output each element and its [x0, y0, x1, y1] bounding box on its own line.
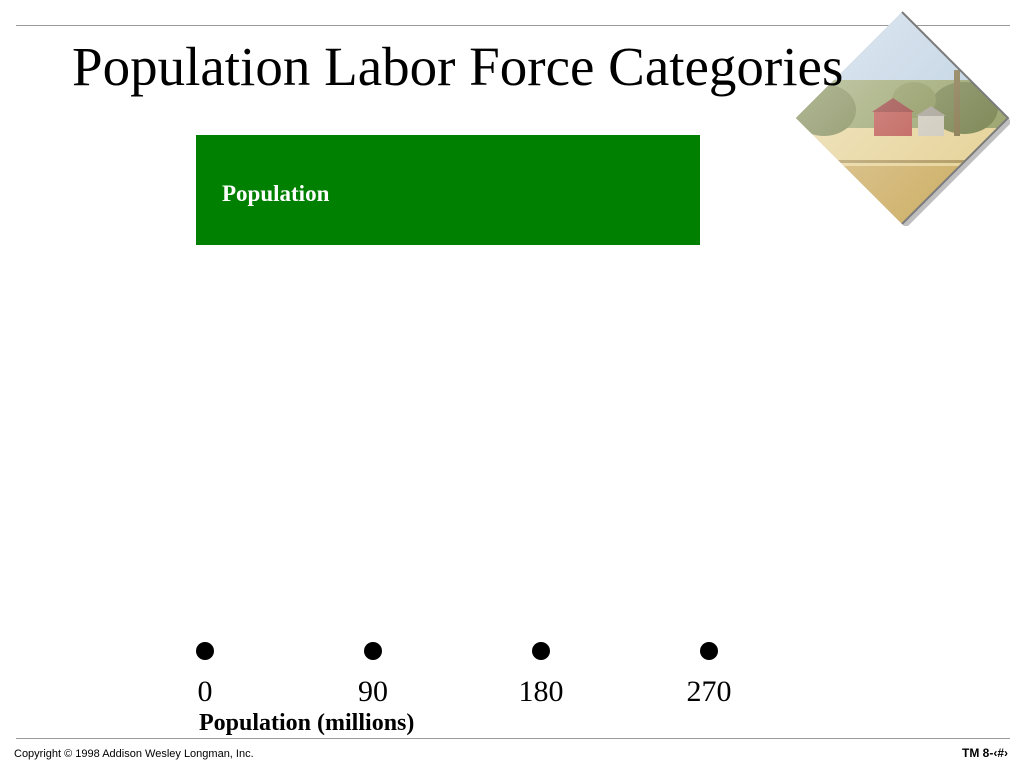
page-number: TM 8-‹#›: [962, 746, 1008, 760]
tick-label: 180: [519, 675, 564, 708]
slide-title: Population Labor Force Categories: [72, 36, 844, 97]
tick-marker: [364, 642, 382, 660]
tick-label: 90: [358, 675, 388, 708]
tick-marker: [700, 642, 718, 660]
tick-label: 0: [198, 675, 213, 708]
bar-label: Population: [222, 181, 330, 206]
bar-labels-group: Population: [222, 181, 330, 206]
tick-label: 270: [687, 675, 732, 708]
bottom-rule: [16, 738, 1010, 739]
bar-population: [196, 135, 700, 245]
tick-marker: [532, 642, 550, 660]
farm-landscape-image: [796, 11, 1010, 226]
copyright-text: Copyright © 1998 Addison Wesley Longman,…: [14, 748, 254, 760]
tick-labels-group: 0 90 180 270: [198, 675, 732, 708]
top-rule: [16, 25, 1010, 26]
tick-markers-group: [196, 642, 718, 660]
tick-marker: [196, 642, 214, 660]
bars-group: [196, 135, 700, 245]
x-axis-label: Population (millions): [199, 710, 414, 736]
